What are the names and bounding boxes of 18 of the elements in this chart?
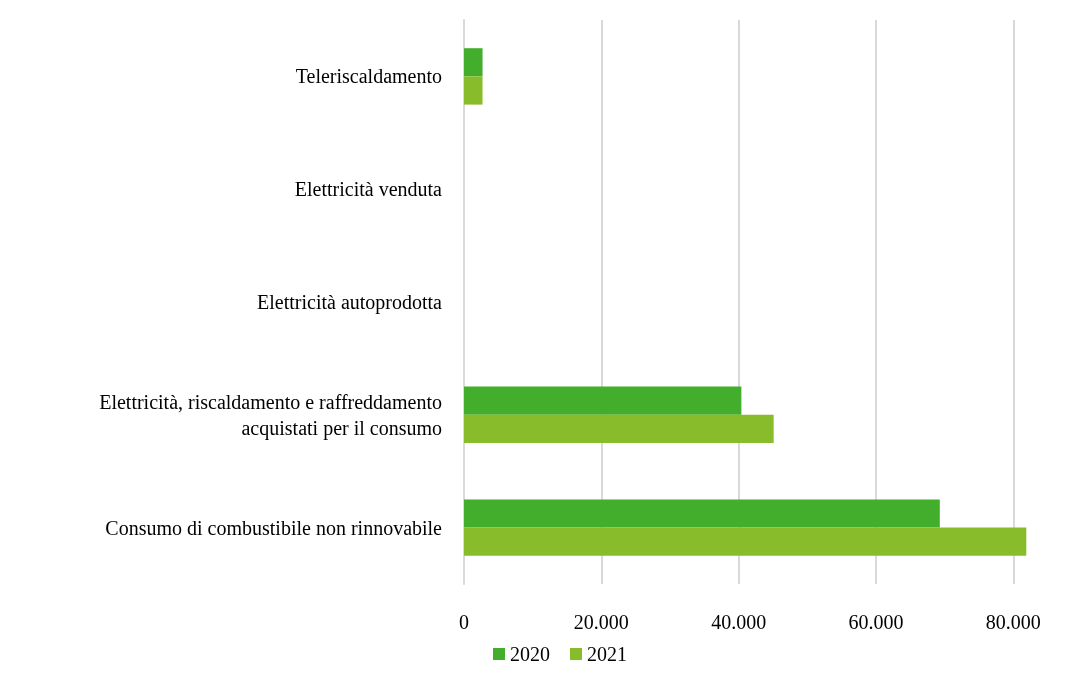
y-tick-label: Elettricità, riscaldamento e raffreddamento acquistati per il consumo <box>99 390 442 440</box>
bar <box>464 48 483 77</box>
y-tick-label: Elettricità autoprodotta <box>257 291 443 314</box>
x-tick-label: 0 <box>459 611 469 633</box>
bar <box>464 414 774 443</box>
y-tick-label: Consumo di combustibile non rinnovabile <box>105 516 443 539</box>
bar <box>464 386 742 415</box>
x-tick-label: 40.000 <box>711 611 767 633</box>
bar <box>464 76 483 105</box>
bar <box>464 527 1027 556</box>
y-tick-label: Elettricità venduta <box>294 178 443 201</box>
x-tick-label: 20.000 <box>573 611 629 633</box>
bar <box>464 499 940 528</box>
x-tick-label: 80.000 <box>985 611 1041 633</box>
x-tick-label: 60.000 <box>848 611 904 633</box>
legend-label: 2021 <box>587 643 627 665</box>
legend-label: 2020 <box>510 643 550 665</box>
y-tick-label: Teleriscaldamento <box>295 65 442 88</box>
